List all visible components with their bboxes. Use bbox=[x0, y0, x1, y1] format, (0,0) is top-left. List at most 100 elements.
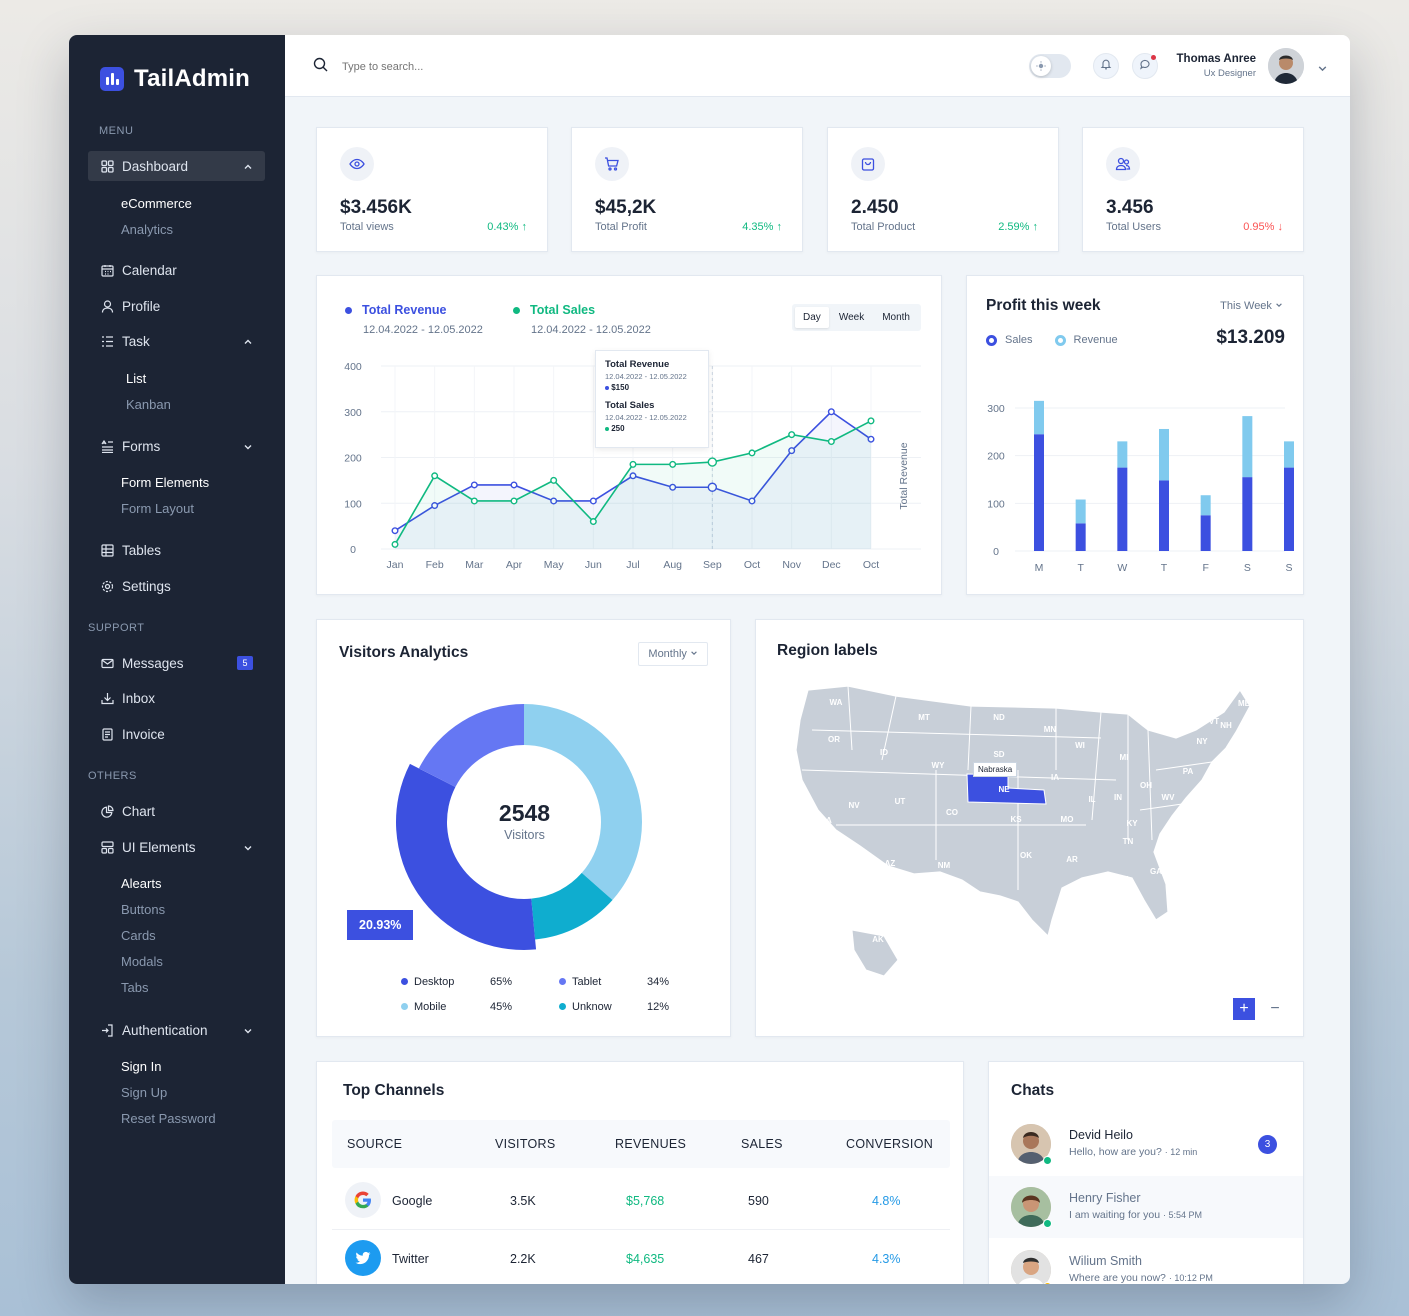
brand-logo[interactable]: TailAdmin bbox=[100, 65, 250, 93]
sidebar-item-settings[interactable]: Settings bbox=[88, 571, 265, 601]
sidebar-item-dashboard[interactable]: Dashboard bbox=[88, 151, 265, 181]
messages-button[interactable] bbox=[1132, 53, 1158, 79]
sidebar-item-ui-elements[interactable]: UI Elements bbox=[88, 832, 265, 862]
sidebar-item-calendar[interactable]: Calendar bbox=[88, 255, 265, 285]
chat-name: Wilium Smith bbox=[1069, 1254, 1142, 1268]
state-label: NM bbox=[938, 861, 951, 870]
calendar-icon bbox=[100, 263, 114, 277]
chat-bubble-icon bbox=[1139, 57, 1151, 75]
data-point bbox=[550, 476, 558, 484]
top-header: Thomas Anree Ux Designer bbox=[285, 35, 1350, 97]
sidebar-subitem-tabs[interactable]: Tabs bbox=[121, 980, 149, 995]
table-row[interactable]: Google 3.5K $5,768 590 4.8% bbox=[332, 1172, 950, 1230]
profit-period-select[interactable]: This Week bbox=[1220, 300, 1283, 312]
form-icon bbox=[100, 439, 114, 453]
y-tick-label: 100 bbox=[987, 498, 1005, 510]
state-label: IL bbox=[1088, 795, 1095, 804]
chat-name: Devid Heilo bbox=[1069, 1128, 1133, 1142]
legend-total-revenue: Total Revenue 12.04.2022 - 12.05.2022 bbox=[345, 301, 483, 336]
user-info[interactable]: Thomas Anree Ux Designer bbox=[1177, 53, 1256, 79]
dark-mode-toggle[interactable] bbox=[1029, 54, 1071, 78]
bar-sales bbox=[1034, 434, 1044, 551]
stat-change: 2.59% ↑ bbox=[998, 221, 1038, 233]
sidebar-subitem-cards[interactable]: Cards bbox=[121, 928, 156, 943]
sidebar-subitem-alearts[interactable]: Alearts bbox=[121, 876, 162, 891]
x-tick-label: S bbox=[1285, 562, 1292, 574]
search-icon[interactable] bbox=[313, 57, 328, 77]
x-tick-label: Nov bbox=[782, 559, 801, 571]
sidebar-subitem-sign-up[interactable]: Sign Up bbox=[121, 1085, 168, 1100]
usa-map[interactable]: WA OR ID MT ND SD WY NV UT CA CO KS AZ NM OK TX MN WI IA MO… bbox=[756, 620, 1305, 1038]
state-label: NV bbox=[848, 801, 860, 810]
state-border bbox=[811, 729, 1102, 739]
state-label: AK bbox=[872, 935, 884, 944]
search-input[interactable] bbox=[342, 61, 542, 73]
sidebar-subitem-ecommerce[interactable]: eCommerce bbox=[121, 196, 192, 211]
state-label: AL bbox=[1121, 875, 1132, 884]
state-label: TX bbox=[995, 899, 1006, 908]
data-point bbox=[550, 497, 558, 505]
pie-chart-icon bbox=[100, 804, 114, 818]
sidebar-subitem-kanban[interactable]: Kanban bbox=[126, 397, 171, 412]
sidebar-subitem-modals[interactable]: Modals bbox=[121, 954, 163, 969]
profit-title: Profit this week bbox=[986, 297, 1101, 314]
visitors-period-select[interactable]: Monthly bbox=[638, 642, 708, 666]
sidebar-subitem-analytics[interactable]: Analytics bbox=[121, 222, 174, 237]
state-label: IA bbox=[1051, 773, 1059, 782]
map-landmass bbox=[795, 685, 1251, 938]
state-label: ID bbox=[880, 748, 888, 757]
sidebar-item-tables[interactable]: Tables bbox=[88, 535, 265, 565]
sidebar-subitem-list[interactable]: List bbox=[126, 371, 147, 386]
user-icon bbox=[100, 299, 114, 313]
user-menu-chevron-icon[interactable] bbox=[1317, 61, 1328, 79]
chat-message: I am waiting for you · 5:54 PM bbox=[1069, 1209, 1202, 1221]
legend-tablet-value: 34% bbox=[647, 976, 670, 988]
sidebar-item-authentication[interactable]: Authentication bbox=[88, 1015, 265, 1045]
data-point bbox=[867, 417, 875, 425]
chat-message: Where are you now? · 10:12 PM bbox=[1069, 1272, 1213, 1284]
user-avatar[interactable] bbox=[1268, 48, 1304, 84]
sidebar-item-label: Authentication bbox=[122, 1022, 208, 1038]
sidebar-item-profile[interactable]: Profile bbox=[88, 291, 265, 321]
sidebar-subitem-buttons[interactable]: Buttons bbox=[121, 902, 166, 917]
tab-week[interactable]: Week bbox=[838, 312, 865, 323]
sidebar-subitem-sign-in[interactable]: Sign In bbox=[121, 1059, 162, 1074]
stat-change: 4.35% ↑ bbox=[742, 221, 782, 233]
sidebar-item-label: Forms bbox=[122, 438, 161, 454]
sidebar-item-chart[interactable]: Chart bbox=[88, 796, 265, 826]
chat-item[interactable]: Henry Fisher I am waiting for you · 5:54… bbox=[989, 1176, 1303, 1238]
sidebar-item-inbox[interactable]: Inbox bbox=[88, 683, 265, 713]
online-status-dot bbox=[1043, 1219, 1052, 1228]
zoom-out-button[interactable]: − bbox=[1264, 998, 1286, 1020]
sidebar-item-messages[interactable]: Messages 5 bbox=[88, 648, 265, 678]
tab-month[interactable]: Month bbox=[882, 312, 910, 323]
zoom-in-button[interactable]: + bbox=[1233, 998, 1255, 1020]
sidebar-subitem-form-elements[interactable]: Form Elements bbox=[121, 475, 210, 490]
state-label: WY bbox=[932, 761, 946, 770]
sidebar-item-forms[interactable]: Forms bbox=[88, 431, 265, 461]
invoice-icon bbox=[100, 727, 114, 741]
data-point bbox=[431, 472, 439, 480]
col-source: SOURCE bbox=[347, 1137, 403, 1151]
sidebar-item-task[interactable]: Task bbox=[88, 326, 265, 356]
mail-icon bbox=[100, 656, 114, 670]
bar-revenue bbox=[1200, 495, 1211, 516]
away-status-dot bbox=[1043, 1282, 1052, 1284]
visitors-total-label: Visitors bbox=[504, 828, 545, 842]
task-list-icon bbox=[100, 334, 114, 348]
sidebar-item-invoice[interactable]: Invoice bbox=[88, 719, 265, 749]
bar-revenue bbox=[1284, 441, 1294, 468]
notification-button[interactable] bbox=[1093, 53, 1119, 79]
col-sales: SALES bbox=[741, 1137, 783, 1151]
cell-visitors: 2.2K bbox=[510, 1252, 536, 1266]
tab-day[interactable]: Day bbox=[795, 307, 829, 328]
sidebar-subitem-form-layout[interactable]: Form Layout bbox=[121, 501, 194, 516]
chat-item[interactable]: Wilium Smith Where are you now? · 10:12 … bbox=[989, 1239, 1303, 1284]
state-border bbox=[1147, 729, 1153, 841]
data-point bbox=[867, 435, 875, 443]
table-row[interactable]: Twitter 2.2K $4,635 467 4.3% bbox=[332, 1230, 950, 1284]
chat-item[interactable]: Devid Heilo Hello, how are you? · 12 min… bbox=[989, 1113, 1303, 1175]
data-point bbox=[470, 481, 478, 489]
series-area bbox=[395, 420, 871, 549]
sidebar-subitem-reset-password[interactable]: Reset Password bbox=[121, 1111, 216, 1126]
